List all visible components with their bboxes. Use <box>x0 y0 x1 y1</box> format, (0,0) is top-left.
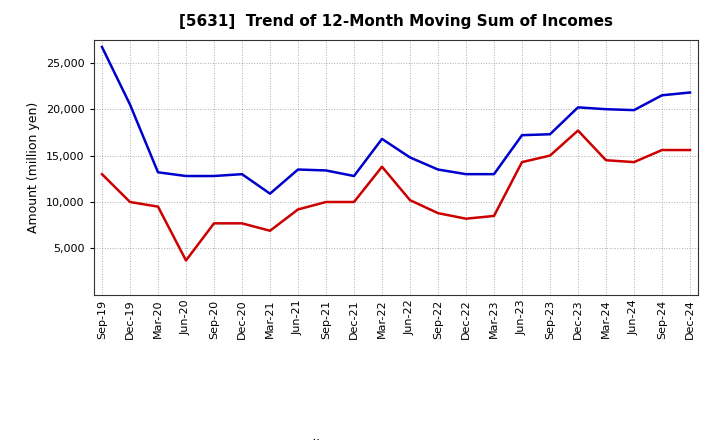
Ordinary Income <box>630 107 639 113</box>
Ordinary Income <box>210 173 218 179</box>
Net Income <box>153 204 162 209</box>
Line: Ordinary Income: Ordinary Income <box>102 47 690 194</box>
Net Income <box>602 158 611 163</box>
Ordinary Income <box>294 167 302 172</box>
Ordinary Income <box>574 105 582 110</box>
Line: Net Income: Net Income <box>102 131 690 260</box>
Ordinary Income <box>266 191 274 196</box>
Net Income <box>181 258 190 263</box>
Ordinary Income <box>126 102 135 107</box>
Net Income <box>574 128 582 133</box>
Ordinary Income <box>602 106 611 112</box>
Ordinary Income <box>350 173 359 179</box>
Net Income <box>238 221 246 226</box>
Ordinary Income <box>462 172 470 177</box>
Ordinary Income <box>490 172 498 177</box>
Net Income <box>685 147 694 153</box>
Net Income <box>518 159 526 165</box>
Net Income <box>433 210 442 216</box>
Net Income <box>657 147 666 153</box>
Net Income <box>378 164 387 169</box>
Ordinary Income <box>546 132 554 137</box>
Ordinary Income <box>518 132 526 138</box>
Net Income <box>322 199 330 205</box>
Ordinary Income <box>433 167 442 172</box>
Ordinary Income <box>181 173 190 179</box>
Net Income <box>630 159 639 165</box>
Net Income <box>462 216 470 221</box>
Net Income <box>210 221 218 226</box>
Legend: Ordinary Income, Net Income: Ordinary Income, Net Income <box>237 434 555 440</box>
Ordinary Income <box>657 93 666 98</box>
Ordinary Income <box>98 44 107 50</box>
Ordinary Income <box>378 136 387 142</box>
Ordinary Income <box>685 90 694 95</box>
Ordinary Income <box>153 170 162 175</box>
Net Income <box>405 198 414 203</box>
Net Income <box>546 153 554 158</box>
Net Income <box>350 199 359 205</box>
Net Income <box>98 172 107 177</box>
Ordinary Income <box>405 155 414 160</box>
Net Income <box>294 207 302 212</box>
Net Income <box>490 213 498 219</box>
Y-axis label: Amount (million yen): Amount (million yen) <box>27 102 40 233</box>
Net Income <box>266 228 274 233</box>
Ordinary Income <box>238 172 246 177</box>
Net Income <box>126 199 135 205</box>
Ordinary Income <box>322 168 330 173</box>
Title: [5631]  Trend of 12-Month Moving Sum of Incomes: [5631] Trend of 12-Month Moving Sum of I… <box>179 14 613 29</box>
